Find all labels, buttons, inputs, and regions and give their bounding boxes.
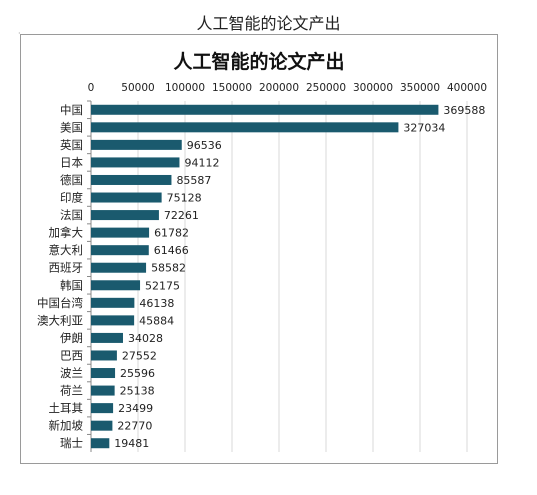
category-label: 中国	[60, 103, 83, 117]
data-label: 58582	[151, 262, 186, 275]
data-label: 23499	[118, 402, 153, 415]
category-label: 巴西	[60, 348, 83, 362]
bar	[91, 315, 135, 326]
bar	[91, 210, 159, 221]
bar-chart: 0 50000 100000 150000 200000 250000 300000 3500…	[37, 82, 487, 452]
data-label: 46138	[139, 297, 174, 310]
data-label: 52175	[145, 279, 180, 292]
bar	[91, 403, 114, 414]
chart-frame: 人工智能的论文产出 0 50000 100000 150000 200000 250000…	[18, 29, 498, 464]
data-label: 25596	[120, 367, 155, 380]
bar	[91, 104, 439, 115]
data-label: 19481	[114, 437, 149, 450]
category-label: 瑞士	[60, 436, 83, 450]
bar	[91, 174, 172, 185]
category-label: 中国台湾	[37, 296, 83, 310]
data-label: 94112	[184, 156, 219, 169]
data-label: 327034	[403, 121, 445, 134]
data-label: 369588	[443, 104, 485, 117]
bar	[91, 385, 115, 396]
bar	[91, 157, 180, 168]
data-label: 34028	[128, 332, 163, 345]
data-label: 72261	[164, 209, 199, 222]
category-label: 波兰	[60, 366, 83, 380]
category-label: 英国	[60, 138, 83, 152]
bar	[91, 297, 135, 308]
bar	[91, 262, 147, 273]
category-label: 澳大利亚	[37, 313, 83, 327]
bar	[91, 227, 150, 238]
data-label: 96536	[187, 139, 222, 152]
bar	[91, 350, 117, 361]
x-tick-label: 350000	[400, 82, 440, 94]
data-label: 85587	[176, 174, 211, 187]
data-label: 22770	[117, 420, 152, 433]
x-tick-label: 0	[88, 82, 95, 94]
data-label: 27552	[122, 349, 157, 362]
chart-title: 人工智能的论文产出	[173, 51, 345, 73]
bar	[91, 245, 149, 256]
category-label: 伊朗	[60, 331, 83, 345]
category-label: 德国	[60, 173, 83, 187]
page-title: 人工智能的论文产出	[196, 14, 341, 33]
bar	[91, 280, 141, 291]
x-tick-label: 50000	[121, 82, 154, 94]
category-label: 加拿大	[49, 226, 84, 240]
data-label: 75128	[167, 192, 202, 205]
data-label: 45884	[139, 314, 174, 327]
bar	[91, 420, 113, 431]
bar	[91, 192, 162, 203]
bar	[91, 122, 399, 133]
x-tick-label: 250000	[306, 82, 346, 94]
category-label: 日本	[60, 155, 83, 169]
bar	[91, 139, 182, 150]
category-label: 新加坡	[49, 419, 84, 433]
x-tick-label: 100000	[165, 82, 205, 94]
category-label: 法国	[60, 208, 83, 222]
corner-handle-top-left: ·	[18, 29, 21, 38]
x-tick-label: 400000	[447, 82, 487, 94]
bar	[91, 332, 123, 343]
bar	[91, 438, 110, 449]
category-label: 韩国	[60, 278, 83, 292]
category-label: 印度	[60, 191, 83, 205]
x-tick-label: 300000	[353, 82, 393, 94]
category-label: 荷兰	[60, 384, 83, 398]
data-label: 25138	[120, 385, 155, 398]
category-label: 美国	[60, 120, 83, 134]
x-tick-label: 150000	[212, 82, 252, 94]
category-label: 意大利	[49, 243, 84, 257]
x-tick-label: 200000	[259, 82, 299, 94]
data-label: 61466	[154, 244, 189, 257]
category-label: 土耳其	[49, 401, 84, 415]
data-label: 61782	[154, 227, 189, 240]
category-label: 西班牙	[49, 261, 84, 275]
bar	[91, 368, 116, 379]
